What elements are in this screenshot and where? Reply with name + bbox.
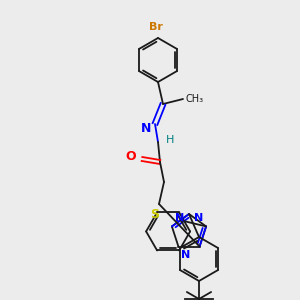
- Text: N: N: [194, 213, 203, 224]
- Text: N: N: [182, 250, 191, 260]
- Text: O: O: [125, 151, 136, 164]
- Text: CH₃: CH₃: [186, 94, 204, 104]
- Text: H: H: [166, 135, 174, 145]
- Text: Br: Br: [149, 22, 163, 32]
- Text: S: S: [151, 208, 160, 221]
- Text: N: N: [175, 213, 184, 224]
- Text: N: N: [141, 122, 151, 135]
